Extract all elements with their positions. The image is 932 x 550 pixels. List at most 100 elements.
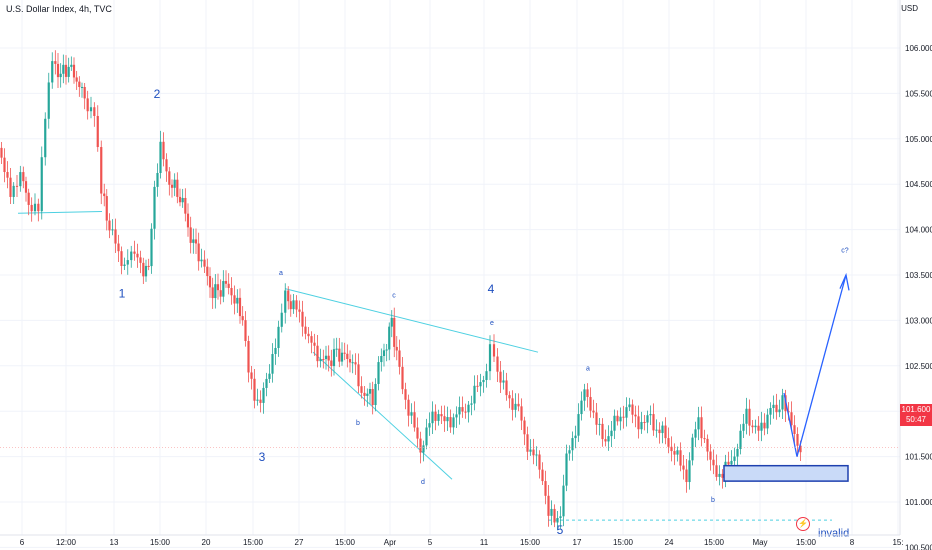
candle-body (19, 172, 22, 187)
candle-body (80, 86, 84, 88)
candle-body (15, 185, 19, 187)
candle-body (652, 414, 655, 431)
candle-body (159, 141, 162, 173)
candle-body (778, 409, 781, 413)
candle-body (443, 416, 446, 422)
candle-body (360, 386, 363, 393)
candle-body (628, 404, 631, 408)
candle-body (413, 412, 416, 428)
wave-labels: 1 2 3 4 5 a b c d e a b c? (119, 87, 849, 537)
y-tick-label: 105.500 (905, 89, 932, 98)
candle-body (230, 287, 233, 296)
candle-body (446, 417, 449, 422)
candle-body (194, 239, 198, 244)
candle-body (322, 358, 325, 360)
candle-body (89, 107, 93, 112)
candle-body (769, 408, 772, 415)
candle-body (419, 438, 422, 453)
candle-body (241, 316, 244, 321)
candle-body (64, 64, 68, 77)
x-tick-label: 17 (573, 538, 582, 547)
candle-body (571, 438, 574, 451)
candle-body (766, 414, 769, 429)
candle-body (72, 64, 76, 78)
candle-body (184, 197, 187, 214)
candle-body (505, 380, 508, 396)
candle-body (718, 473, 721, 477)
candle-body (688, 460, 691, 483)
candle-body (712, 459, 715, 466)
candle-body (598, 423, 601, 425)
wave-label: 5 (557, 523, 564, 537)
candle-body (206, 266, 209, 277)
candle-body (44, 118, 47, 158)
candle-body (348, 359, 352, 363)
candle-body (592, 410, 595, 413)
candle-body (485, 371, 488, 380)
candle-body (760, 422, 763, 431)
candle-body (428, 423, 431, 428)
candle-body (488, 344, 492, 372)
candle-body (153, 186, 156, 229)
candle-body (133, 251, 136, 254)
chart-grid (0, 0, 900, 548)
projection-arrow (783, 274, 847, 457)
wedge-upper-line (284, 288, 539, 353)
candle-body (455, 414, 458, 418)
candle-body (277, 326, 280, 348)
candle-body (368, 389, 372, 394)
wave-label: c (392, 293, 396, 300)
candle-body (395, 346, 398, 351)
candle-body (739, 430, 742, 449)
candle-body (0, 147, 3, 158)
candle-body (259, 399, 262, 403)
lightning-icon[interactable]: ⚡ (796, 517, 810, 531)
y-tick-label: 101.500 (905, 453, 932, 462)
candle-body (691, 437, 694, 461)
candle-body (262, 387, 265, 403)
candle-body (37, 203, 40, 212)
candle-body (156, 172, 159, 187)
candle-body (363, 392, 366, 396)
y-tick-label: 103.500 (905, 271, 932, 280)
candle-body (511, 398, 514, 410)
chart-title: U.S. Dollar Index, 4h, TVC (6, 4, 112, 14)
candle-body (287, 290, 290, 302)
candle-body (388, 326, 391, 350)
candle-body (496, 356, 499, 372)
candle-body (59, 73, 62, 78)
candle-body (244, 320, 247, 342)
candle-body (332, 349, 336, 367)
candle-body (667, 438, 670, 447)
candle-body (357, 364, 360, 387)
candle-body (351, 362, 354, 364)
candle-body (238, 297, 242, 317)
candle-body (550, 508, 553, 516)
candle-body (619, 416, 622, 422)
candle-body (216, 284, 220, 291)
candle-body (577, 414, 580, 436)
candle-body (24, 181, 28, 193)
candle-body (117, 243, 120, 252)
candle-body (482, 379, 485, 383)
wave-label: 1 (119, 287, 126, 301)
x-tick-label: May (752, 538, 767, 547)
candle-body (634, 414, 637, 417)
candle-body (655, 429, 658, 431)
candle-body (470, 403, 473, 405)
candle-body (589, 396, 592, 411)
candle-body (304, 326, 307, 334)
x-tick-label: 15: (892, 538, 903, 547)
candle-body (346, 353, 349, 360)
candle-body (316, 345, 319, 362)
candle-body (197, 243, 200, 262)
candle-body (330, 360, 333, 367)
candle-body (380, 355, 383, 363)
candle-body (535, 454, 538, 456)
candle-body (382, 350, 386, 356)
candle-body (586, 389, 589, 397)
x-tick-label: 12:00 (56, 538, 77, 547)
x-tick-label: 5 (428, 538, 433, 547)
y-axis: 106.000 105.500 105.000 104.500 104.000 103.5… (905, 44, 932, 550)
